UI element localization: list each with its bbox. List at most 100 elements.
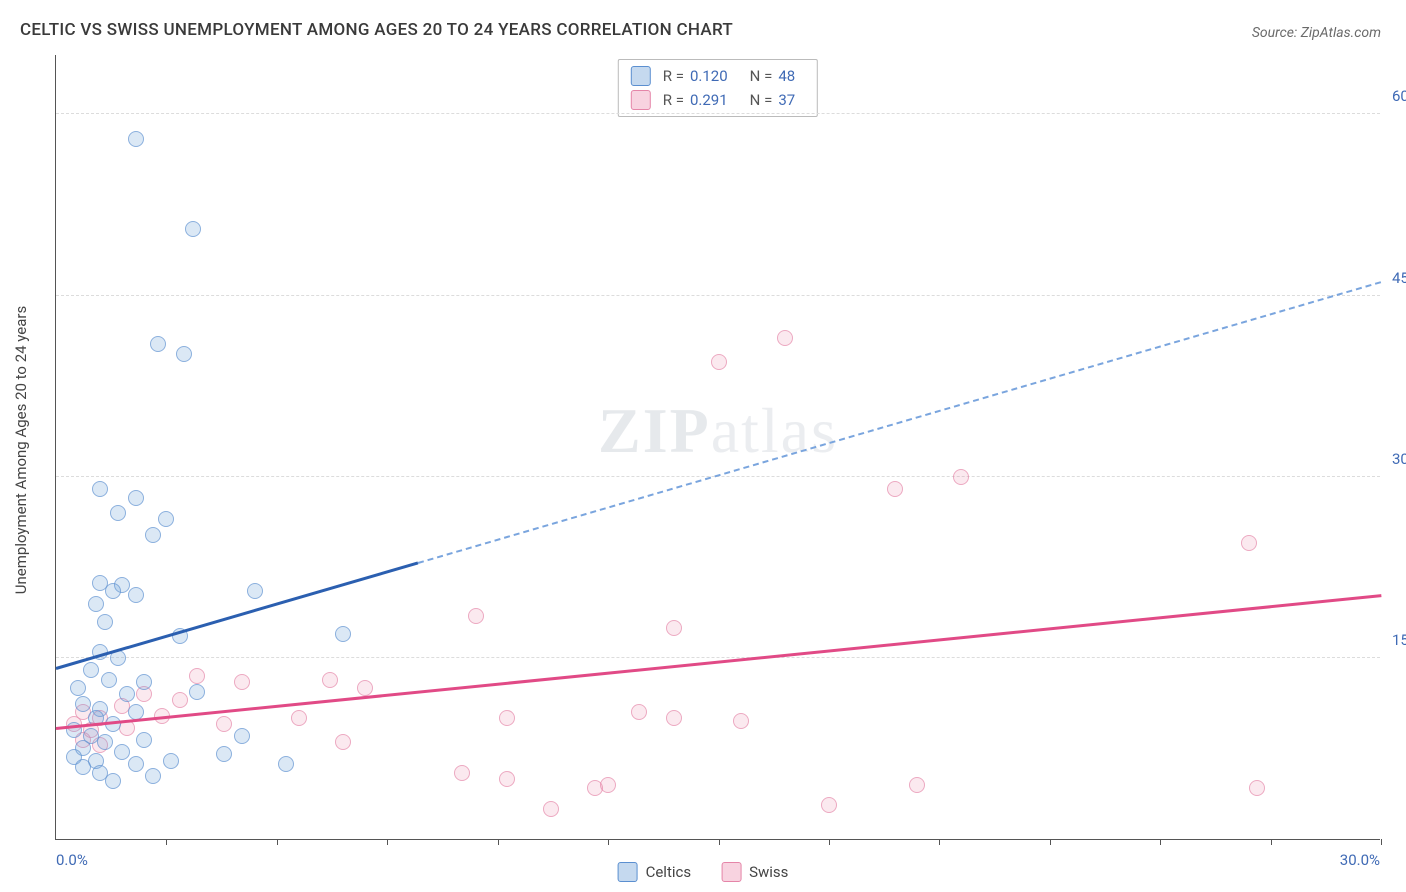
data-point — [145, 768, 161, 784]
data-point — [92, 481, 108, 497]
x-tick-mark — [498, 839, 499, 845]
data-point — [97, 734, 113, 750]
data-point — [150, 336, 166, 352]
data-point — [136, 732, 152, 748]
data-point — [128, 587, 144, 603]
data-point — [499, 771, 515, 787]
gridline — [56, 657, 1380, 658]
data-point — [777, 330, 793, 346]
data-point — [97, 614, 113, 630]
data-point — [75, 759, 91, 775]
legend-swatch — [618, 862, 638, 882]
legend-item: Swiss — [721, 862, 788, 882]
x-tick-mark — [1050, 839, 1051, 845]
legend-swatch — [631, 90, 651, 110]
data-point — [176, 346, 192, 362]
y-tick-label: 15.0% — [1384, 631, 1406, 649]
data-point — [136, 674, 152, 690]
data-point — [1241, 535, 1257, 551]
data-point — [185, 221, 201, 237]
stats-legend-row: R = 0.120 N = 48 — [631, 64, 805, 88]
data-point — [234, 674, 250, 690]
data-point — [543, 801, 559, 817]
gridline — [56, 295, 1380, 296]
data-point — [357, 680, 373, 696]
data-point — [172, 692, 188, 708]
data-point — [234, 728, 250, 744]
data-point — [83, 662, 99, 678]
data-point — [158, 511, 174, 527]
gridline — [56, 113, 1380, 114]
source-attribution: Source: ZipAtlas.com — [1252, 25, 1381, 41]
plot-area: ZIPatlas R = 0.120N = 48R = 0.291N = 37 … — [55, 55, 1380, 840]
data-point — [189, 684, 205, 700]
data-point — [75, 696, 91, 712]
data-point — [114, 744, 130, 760]
x-tick-mark — [166, 839, 167, 845]
data-point — [499, 710, 515, 726]
data-point — [128, 756, 144, 772]
n-label: N = — [750, 91, 773, 109]
data-point — [322, 672, 338, 688]
x-tick-mark — [277, 839, 278, 845]
chart-title: CELTIC VS SWISS UNEMPLOYMENT AMONG AGES … — [20, 20, 733, 40]
data-point — [335, 626, 351, 642]
r-label: R = — [663, 91, 684, 109]
data-point — [119, 686, 135, 702]
data-point — [1249, 780, 1265, 796]
data-point — [128, 490, 144, 506]
x-tick-mark — [1381, 839, 1382, 845]
data-point — [105, 583, 121, 599]
data-point — [278, 756, 294, 772]
data-point — [733, 713, 749, 729]
x-axis-min-label: 0.0% — [56, 851, 88, 869]
data-point — [105, 773, 121, 789]
n-label: N = — [750, 67, 773, 85]
x-tick-mark — [1271, 839, 1272, 845]
data-point — [711, 354, 727, 370]
n-value: 37 — [778, 91, 795, 109]
y-tick-label: 60.0% — [1384, 87, 1406, 105]
data-point — [953, 469, 969, 485]
data-point — [600, 777, 616, 793]
data-point — [909, 777, 925, 793]
data-point — [128, 131, 144, 147]
y-tick-label: 45.0% — [1384, 269, 1406, 287]
y-tick-label: 30.0% — [1384, 450, 1406, 468]
r-value: 0.120 — [690, 67, 728, 85]
x-tick-mark — [387, 839, 388, 845]
data-point — [335, 734, 351, 750]
data-point — [247, 583, 263, 599]
data-point — [291, 710, 307, 726]
data-point — [216, 746, 232, 762]
data-point — [631, 704, 647, 720]
data-point — [70, 680, 86, 696]
series-legend: Celtics Swiss — [618, 862, 789, 882]
data-point — [821, 797, 837, 813]
legend-swatch — [721, 862, 741, 882]
data-point — [110, 505, 126, 521]
data-point — [216, 716, 232, 732]
data-point — [101, 672, 117, 688]
data-point — [887, 481, 903, 497]
data-point — [88, 596, 104, 612]
n-value: 48 — [778, 67, 795, 85]
r-value: 0.291 — [690, 91, 728, 109]
trend-line — [418, 282, 1381, 565]
stats-legend: R = 0.120 N = 48 R = 0.291 N = 37 — [618, 59, 818, 117]
stats-legend-row: R = 0.291 N = 37 — [631, 88, 805, 112]
legend-label: Swiss — [749, 863, 788, 881]
data-point — [666, 710, 682, 726]
data-point — [145, 527, 161, 543]
watermark: ZIPatlas — [598, 394, 838, 468]
x-tick-mark — [719, 839, 720, 845]
data-point — [163, 753, 179, 769]
x-tick-mark — [939, 839, 940, 845]
x-axis-max-label: 30.0% — [1340, 851, 1380, 869]
r-label: R = — [663, 67, 684, 85]
x-tick-mark — [1160, 839, 1161, 845]
chart-container: CELTIC VS SWISS UNEMPLOYMENT AMONG AGES … — [0, 0, 1406, 892]
legend-item: Celtics — [618, 862, 692, 882]
x-tick-mark — [608, 839, 609, 845]
x-tick-mark — [829, 839, 830, 845]
